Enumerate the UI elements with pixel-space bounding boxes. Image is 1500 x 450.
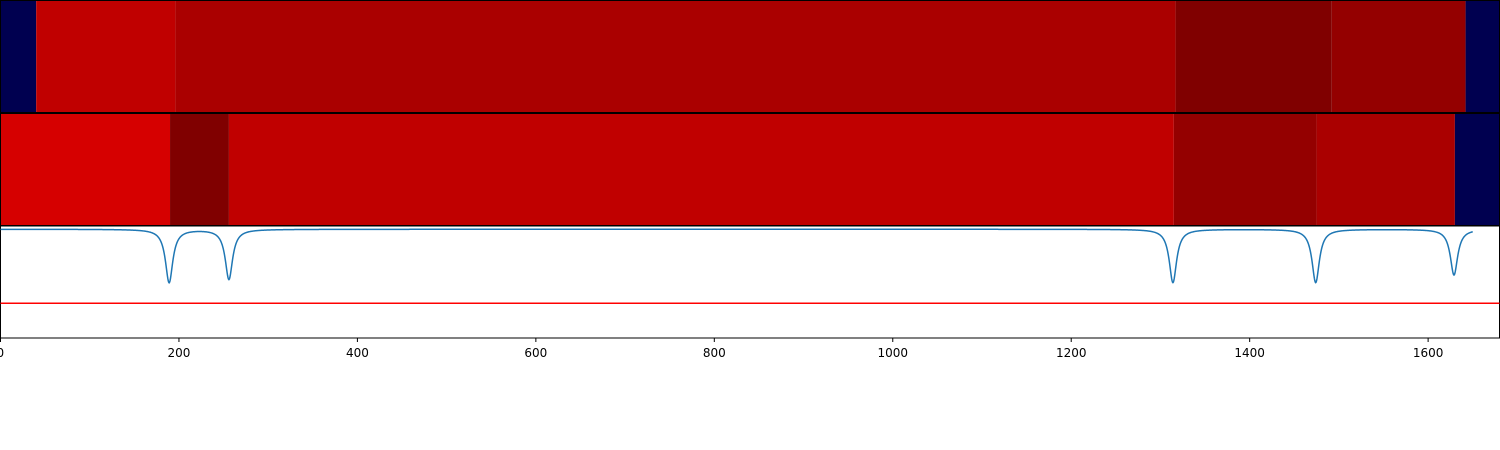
- heatmap-cell-2-1: [0, 113, 171, 226]
- heatmap-cell-1-2: [36, 0, 176, 113]
- x-tick-label-1400: 1400: [1234, 346, 1265, 360]
- heatmap-cell-2-5: [1316, 113, 1455, 226]
- x-tick-label-1600: 1600: [1413, 346, 1444, 360]
- x-axis-ticks: 0 200 400 600 800 1000 1200 1400 1600: [0, 338, 1443, 360]
- middle-heatmap-strip: [0, 113, 1500, 226]
- x-tick-label-400: 400: [346, 346, 369, 360]
- heatmap-cell-1-3: [175, 0, 1176, 113]
- x-tick-label-1000: 1000: [877, 346, 908, 360]
- heatmap-cell-2-4: [1173, 113, 1317, 226]
- bottom-line-plot: 0 200 400 600 800 1000 1200 1400 1600: [0, 225, 1500, 360]
- top-heatmap-strip: [0, 0, 1500, 113]
- x-tick-label-800: 800: [703, 346, 726, 360]
- heatmap-cell-1-4: [1175, 0, 1332, 113]
- heatmap-cell-2-2: [170, 113, 229, 226]
- heatmap-cell-1-1: [0, 0, 37, 113]
- heatmap-cell-1-5: [1331, 0, 1466, 113]
- x-tick-label-600: 600: [524, 346, 547, 360]
- heatmap-cell-1-6: [1465, 0, 1500, 113]
- x-tick-label-0: 0: [0, 346, 4, 360]
- x-tick-label-200: 200: [167, 346, 190, 360]
- heatmap-cell-2-3: [228, 113, 1174, 226]
- signal-series-line: [0, 228, 1473, 284]
- plot-axes-frame: [0, 225, 1500, 339]
- x-tick-label-1200: 1200: [1056, 346, 1087, 360]
- heatmap-cell-2-6: [1454, 113, 1500, 226]
